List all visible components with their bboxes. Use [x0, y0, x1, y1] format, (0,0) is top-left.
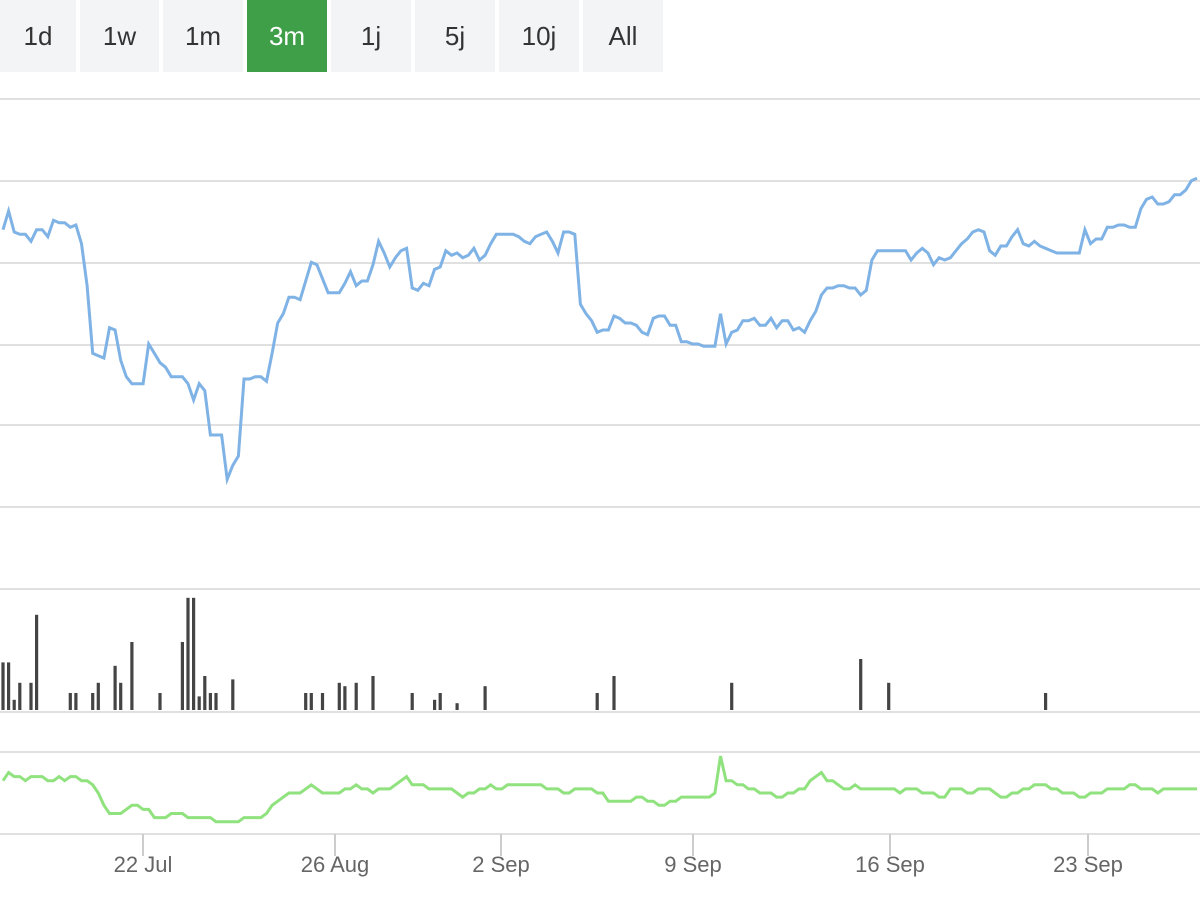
volume-bar [483, 686, 487, 710]
volume-bar [203, 676, 207, 710]
range-selector: 1d 1w 1m 3m 1j 5j 10j All [0, 0, 663, 72]
price-series-line [1, 176, 1198, 486]
range-button-all[interactable]: All [583, 0, 663, 72]
volume-bar [371, 676, 375, 710]
indicator-series-line [1, 755, 1197, 824]
volume-bar [309, 693, 313, 710]
range-button-1m[interactable]: 1m [163, 0, 243, 72]
x-axis-tick-label: 16 Sep [855, 852, 925, 877]
volume-bar [1, 662, 5, 710]
volume-bar [197, 696, 201, 710]
volume-bar [455, 703, 459, 710]
volume-bar [208, 693, 212, 710]
volume-bar [180, 642, 184, 710]
x-axis-tick-label: 23 Sep [1053, 852, 1123, 877]
volume-bar [130, 642, 134, 710]
x-axis: 22 Jul 26 Aug 2 Sep 9 Sep 16 Sep 23 Sep [114, 834, 1123, 877]
volume-bar [214, 693, 218, 710]
volume-bar [113, 665, 117, 710]
volume-bar [158, 693, 162, 710]
x-axis-tick-label: 26 Aug [301, 852, 370, 877]
volume-bar [343, 686, 347, 710]
volume-bar [410, 693, 414, 710]
volume-bar [192, 597, 196, 710]
volume-bars [1, 597, 1048, 710]
x-axis-tick-label: 2 Sep [472, 852, 530, 877]
range-button-3m[interactable]: 3m [247, 0, 327, 72]
range-button-1w[interactable]: 1w [80, 0, 159, 72]
volume-bar [35, 614, 39, 710]
range-button-5j[interactable]: 5j [415, 0, 495, 72]
volume-bar [29, 682, 33, 710]
range-button-1d[interactable]: 1d [0, 0, 76, 72]
volume-bar [186, 597, 190, 710]
stock-chart: 22 Jul 26 Aug 2 Sep 9 Sep 16 Sep 23 Sep [0, 98, 1200, 877]
volume-bar [68, 693, 72, 710]
volume-bar [91, 693, 95, 710]
volume-bar [887, 682, 891, 710]
range-button-1j[interactable]: 1j [331, 0, 411, 72]
volume-bar [612, 676, 616, 710]
volume-bar [337, 682, 341, 710]
gridlines [0, 98, 1200, 835]
volume-bar [730, 682, 734, 710]
volume-bar [119, 682, 123, 710]
volume-bar [7, 662, 11, 710]
range-button-10j[interactable]: 10j [499, 0, 579, 72]
volume-bar [438, 693, 442, 710]
volume-bar [74, 693, 78, 710]
volume-bar [12, 699, 16, 710]
x-axis-tick-label: 22 Jul [114, 852, 173, 877]
volume-bar [96, 682, 100, 710]
volume-bar [18, 682, 22, 710]
volume-bar [1044, 693, 1048, 710]
volume-bar [231, 679, 235, 710]
volume-bar [595, 693, 599, 710]
volume-bar [433, 699, 437, 710]
x-axis-tick-label: 9 Sep [664, 852, 722, 877]
volume-bar [320, 693, 325, 710]
volume-bar [859, 659, 863, 710]
volume-bar [304, 693, 308, 710]
volume-bar [354, 682, 358, 710]
